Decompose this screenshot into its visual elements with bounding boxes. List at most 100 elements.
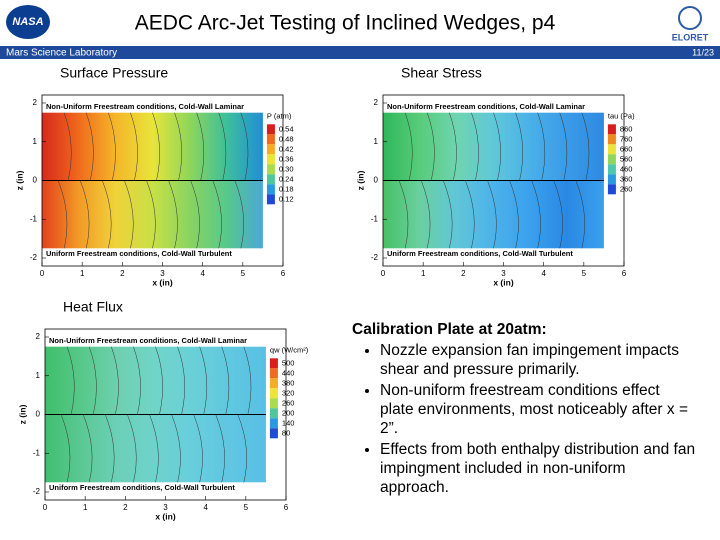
contour-line <box>177 346 185 415</box>
y-axis-label: z (in) <box>14 170 24 190</box>
x-tick-label: 5 <box>582 269 587 278</box>
legend-level: 440 <box>282 368 295 377</box>
y-tick-label: 1 <box>36 371 41 380</box>
legend-swatch <box>266 134 275 145</box>
y-tick-label: -2 <box>30 253 38 262</box>
slide-title: AEDC Arc-Jet Testing of Inclined Wedges,… <box>135 12 556 35</box>
y-axis-label: z (in) <box>17 404 27 424</box>
y-tick-label: -1 <box>371 214 379 223</box>
contour-line <box>515 112 523 181</box>
legend-level: 260 <box>620 184 633 193</box>
notes: Calibration Plate at 20atm: Nozzle expan… <box>352 320 697 499</box>
contour-line <box>190 180 200 249</box>
legend-level: 320 <box>282 388 295 397</box>
x-tick-label: 0 <box>381 269 386 278</box>
x-tick-label: 0 <box>40 269 45 278</box>
contour-line <box>404 112 413 181</box>
contour-line <box>443 180 453 249</box>
contour-line <box>146 180 156 249</box>
x-tick-label: 6 <box>281 269 286 278</box>
contour-line <box>149 414 159 483</box>
contour-line <box>471 112 479 181</box>
legend-level: 860 <box>620 124 633 133</box>
contour-line <box>108 112 116 181</box>
x-tick-label: 6 <box>284 503 289 512</box>
page-number: 11/23 <box>692 47 714 57</box>
contour-line <box>88 346 97 415</box>
contour-line <box>174 112 182 181</box>
legend-level: 0.54 <box>279 124 294 133</box>
legend-swatch <box>607 174 616 185</box>
legend-level: 200 <box>282 408 295 417</box>
contour-line <box>168 180 178 249</box>
x-tick-label: 1 <box>80 269 85 278</box>
legend-swatch <box>269 358 278 369</box>
contour-line <box>221 346 230 415</box>
contour-line <box>111 346 119 415</box>
legend-swatch <box>607 134 616 145</box>
y-tick-label: 2 <box>374 98 379 107</box>
legend-level: 560 <box>620 154 633 163</box>
legend-swatch <box>607 164 616 175</box>
contour-line <box>493 112 501 181</box>
contour-line <box>420 180 431 249</box>
x-tick-label: 3 <box>160 269 165 278</box>
region-label: Uniform Freestream conditions, Cold-Wall… <box>49 483 235 492</box>
bullet-list: Nozzle expansion fan impingement impacts… <box>352 341 697 497</box>
contour-line <box>553 180 563 249</box>
contour-line <box>426 112 435 181</box>
legend-swatch <box>269 388 278 399</box>
legend-swatch <box>269 368 278 379</box>
legend-level: 260 <box>282 398 295 407</box>
x-tick-label: 4 <box>203 503 208 512</box>
legend-level: 0.36 <box>279 154 294 163</box>
contour-upper <box>45 346 266 415</box>
legend-level: 80 <box>282 428 290 437</box>
contour-line <box>133 346 141 415</box>
contour-line <box>124 180 134 249</box>
contour-line <box>152 112 160 181</box>
bullet: Non-uniform freestream conditions effect… <box>380 381 697 438</box>
legend-level: 760 <box>620 134 633 143</box>
header-bar <box>0 46 720 59</box>
contour-line <box>130 112 138 181</box>
legend-level: 0.30 <box>279 164 294 173</box>
legend-level: 460 <box>620 164 633 173</box>
contour-line <box>199 346 208 415</box>
x-tick-label: 3 <box>163 503 168 512</box>
legend-swatch <box>266 144 275 155</box>
contour-line <box>218 112 227 181</box>
contour-line <box>85 112 94 181</box>
legend-swatch <box>266 174 275 185</box>
legend-title: tau (Pa) <box>608 111 635 120</box>
legend-swatch <box>607 154 616 165</box>
legend-swatch <box>269 408 278 419</box>
legend-level: 380 <box>282 378 295 387</box>
contour-upper <box>383 112 604 181</box>
legend-swatch <box>607 184 616 195</box>
contour-line <box>66 346 75 415</box>
eloret-logo <box>678 6 702 30</box>
contour-line <box>171 414 181 483</box>
x-tick-label: 3 <box>501 269 506 278</box>
region-label: Uniform Freestream conditions, Cold-Wall… <box>46 249 232 258</box>
y-tick-label: 1 <box>374 137 379 146</box>
x-axis-label: x (in) <box>155 511 175 521</box>
x-tick-label: 1 <box>421 269 426 278</box>
y-axis-label: z (in) <box>355 170 365 190</box>
x-tick-label: 5 <box>241 269 246 278</box>
legend-swatch <box>269 418 278 429</box>
contour-line <box>57 180 68 249</box>
legend-swatch <box>607 144 616 155</box>
bullet: Effects from both enthalpy distribution … <box>380 440 697 497</box>
legend-swatch <box>266 154 275 165</box>
header-subtitle: Mars Science Laboratory <box>6 48 117 59</box>
legend-title: P (atm) <box>267 111 292 120</box>
contour-line <box>212 180 222 249</box>
x-tick-label: 2 <box>123 503 128 512</box>
contour-line <box>581 112 590 181</box>
contour-line <box>63 112 72 181</box>
y-tick-label: 1 <box>33 137 38 146</box>
